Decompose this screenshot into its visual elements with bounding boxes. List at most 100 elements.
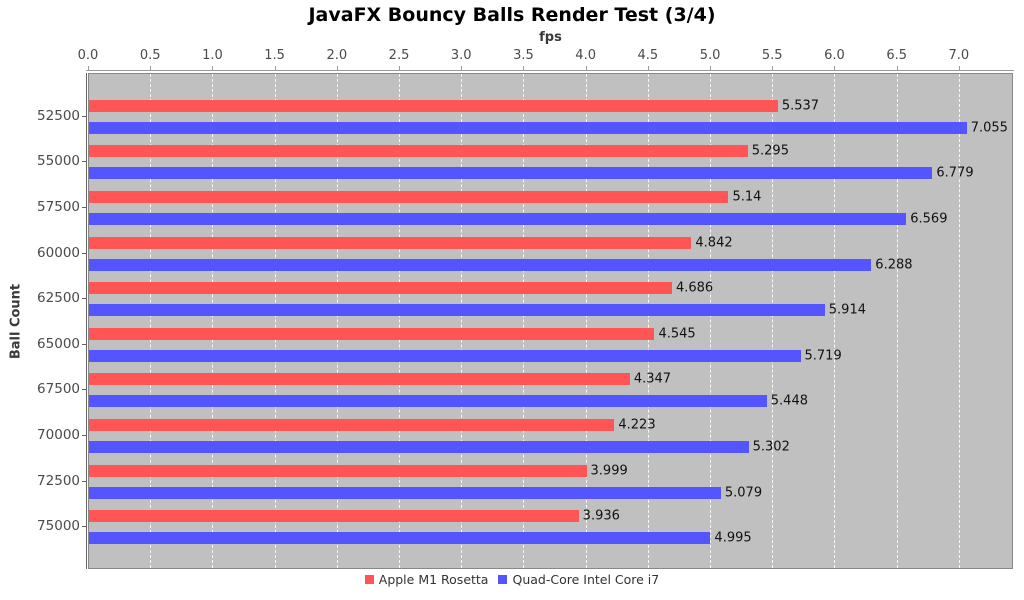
bar-value-label: 4.347 [633, 371, 672, 387]
x-tick-mark [274, 66, 276, 70]
x-tick-label: 3.5 [513, 48, 534, 63]
y-tick-mark [82, 480, 86, 482]
bar [89, 510, 579, 523]
bar [89, 167, 933, 180]
y-tick-label: 75000 [37, 518, 80, 535]
gridline [461, 74, 463, 568]
x-tick-mark [710, 66, 712, 70]
legend-swatch [364, 575, 374, 584]
legend: Apple M1 Rosetta Quad-Core Intel Core i7 [0, 572, 1024, 587]
x-tick-mark [336, 66, 338, 70]
x-tick-mark [523, 66, 525, 70]
y-axis-line [86, 73, 87, 569]
bar-value-label: 5.448 [770, 393, 808, 409]
x-tick-mark [461, 66, 463, 70]
gridline [212, 74, 214, 568]
y-tick-mark [82, 115, 86, 117]
x-tick-label: 4.5 [637, 48, 659, 63]
legend-label: Quad-Core Intel Core i7 [512, 572, 660, 587]
bar-value-label: 7.055 [970, 120, 1008, 136]
x-tick-mark [150, 66, 152, 70]
y-tick-label: 52500 [37, 107, 80, 124]
x-tick-label: 1.5 [264, 48, 285, 63]
y-tick-label: 67500 [37, 381, 80, 398]
x-tick-label: 3.0 [450, 48, 472, 63]
y-tick-mark [82, 161, 86, 163]
legend-item: Apple M1 Rosetta [364, 572, 489, 587]
bar-value-label: 6.569 [910, 211, 948, 227]
x-tick-label: 6.5 [886, 48, 908, 63]
gridline [958, 74, 960, 568]
x-tick-label: 6.0 [824, 48, 845, 63]
gridline [834, 74, 836, 568]
y-tick-mark [82, 298, 86, 300]
bar [89, 327, 655, 340]
bar-value-label: 5.537 [781, 98, 820, 114]
bar [89, 99, 778, 112]
x-tick-label: 2.0 [326, 48, 348, 63]
y-tick-mark [82, 389, 86, 391]
legend-item: Quad-Core Intel Core i7 [498, 572, 659, 587]
legend-swatch [498, 575, 508, 584]
y-tick-label: 65000 [37, 335, 80, 352]
bar [89, 349, 801, 362]
bar [89, 121, 967, 134]
y-tick-mark [82, 343, 86, 345]
x-tick-mark [834, 66, 836, 70]
y-tick-mark [82, 252, 86, 254]
bar [89, 486, 721, 499]
bar-value-label: 5.719 [804, 348, 842, 364]
bar-value-label: 4.686 [675, 280, 714, 296]
plot-area: 5.537 7.055 5.295 6.779 5.14 6.569 4.842 6.288 4… [88, 73, 1013, 569]
x-tick-mark [212, 66, 214, 70]
x-tick-label: 2.5 [388, 48, 410, 63]
legend-label: Apple M1 Rosetta [378, 572, 489, 587]
x-axis-line [86, 70, 1014, 71]
bar [89, 258, 872, 271]
bar [89, 373, 630, 386]
bar [89, 532, 711, 545]
gridline [772, 74, 774, 568]
gridline [710, 74, 712, 568]
bar-value-label: 5.302 [752, 439, 790, 455]
x-tick-mark [772, 66, 774, 70]
bar [89, 236, 692, 249]
bar-value-label: 4.995 [714, 530, 752, 546]
x-tick-label: 0.5 [139, 48, 161, 63]
gridline [399, 74, 401, 568]
y-tick-mark [82, 207, 86, 208]
y-tick-label: 55000 [37, 153, 80, 170]
gridline [274, 74, 276, 568]
bar-value-label: 5.079 [724, 485, 763, 501]
bar [89, 441, 749, 453]
y-axis-title: Ball Count [8, 283, 24, 360]
bar-value-label: 5.295 [751, 143, 789, 159]
x-tick-label: 1.0 [202, 48, 223, 63]
gridline [523, 74, 525, 568]
x-tick-label: 5.5 [761, 48, 783, 63]
bar [89, 282, 672, 295]
y-tick-mark [82, 526, 86, 528]
bar-value-label: 3.999 [590, 463, 628, 479]
gridline [150, 74, 152, 568]
y-tick-label: 62500 [37, 290, 80, 307]
gridline [647, 74, 649, 568]
y-tick-mark [82, 435, 86, 436]
bar [89, 213, 907, 225]
x-tick-label: 4.0 [575, 48, 596, 63]
y-tick-label: 72500 [37, 472, 80, 489]
x-tick-mark [88, 66, 89, 70]
x-tick-label: 0.0 [77, 48, 99, 63]
bar-value-label: 5.14 [732, 189, 762, 205]
bar-value-label: 4.223 [618, 417, 656, 433]
x-tick-label: 7.0 [948, 48, 970, 63]
bar [89, 304, 825, 317]
gridline [585, 74, 587, 568]
y-tick-label: 60000 [37, 244, 80, 261]
y-tick-label: 57500 [37, 199, 80, 215]
x-axis-title: fps [539, 30, 562, 45]
bar-value-label: 4.545 [658, 326, 696, 342]
x-tick-mark [896, 66, 898, 70]
y-tick-label: 70000 [37, 427, 80, 443]
gridline [896, 74, 898, 568]
